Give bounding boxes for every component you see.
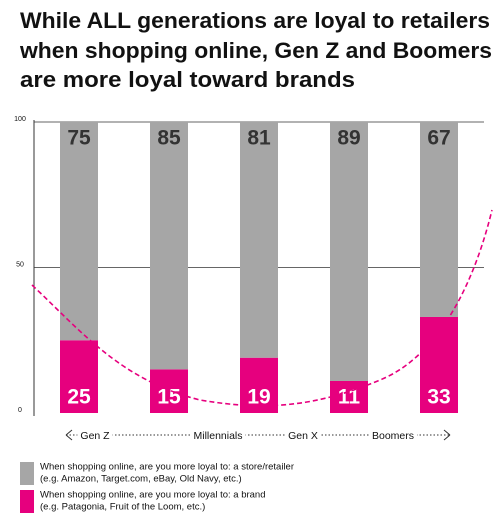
generation-label: Boomers bbox=[372, 430, 414, 442]
bar-segment bbox=[60, 340, 98, 413]
bar-segment bbox=[240, 357, 278, 413]
legend-example: (e.g. Patagonia, Fruit of the Loom, etc.… bbox=[40, 502, 205, 513]
chart-title: are more loyal toward brands bbox=[20, 67, 355, 92]
value-label: 85 bbox=[157, 127, 181, 150]
legend: When shopping online, are you more loyal… bbox=[20, 462, 294, 513]
bar-segment bbox=[330, 122, 368, 381]
label-background bbox=[285, 428, 321, 443]
value-label: 19 bbox=[247, 386, 270, 409]
label-background bbox=[368, 428, 418, 443]
value-label: 75 bbox=[67, 127, 91, 150]
chart-title: While ALL generations are loyal to retai… bbox=[20, 8, 490, 33]
label-background bbox=[190, 428, 246, 443]
generation-labels: Gen Z Millennials Gen X Boomers bbox=[77, 428, 418, 443]
label-background bbox=[77, 428, 113, 443]
value-label: 25 bbox=[67, 386, 91, 409]
legend-example: (e.g. Amazon, Target.com, eBay, Old Navy… bbox=[40, 474, 242, 485]
value-label: 33 bbox=[427, 386, 450, 409]
generation-label: Gen Z bbox=[80, 430, 110, 442]
trend-curve bbox=[31, 209, 493, 407]
bar-segment bbox=[150, 122, 188, 370]
value-label: 11 bbox=[338, 386, 361, 409]
value-label: 89 bbox=[337, 127, 360, 150]
bar-segment bbox=[420, 122, 458, 317]
bar-segment bbox=[240, 122, 278, 358]
arrow-heads bbox=[65, 429, 451, 441]
legend-label: When shopping online, are you more loyal… bbox=[40, 490, 266, 501]
bar-segment bbox=[60, 122, 98, 341]
bar-segment bbox=[150, 369, 188, 413]
y-tick-label: 50 bbox=[16, 261, 24, 268]
legend-swatch bbox=[20, 462, 34, 485]
y-tick-label: 100 bbox=[14, 116, 26, 123]
y-tick-label: 0 bbox=[18, 407, 22, 414]
legend-label: When shopping online, are you more loyal… bbox=[40, 462, 294, 473]
value-label: 67 bbox=[427, 127, 450, 150]
plot: 0 50 100 25 75 15 85 19 81 11 89 33 67 bbox=[14, 116, 484, 414]
value-label: 15 bbox=[157, 386, 181, 409]
value-label: 81 bbox=[247, 127, 271, 150]
generation-label: Gen X bbox=[288, 430, 318, 442]
chart-title: when shopping online, Gen Z and Boomers bbox=[19, 38, 492, 63]
generation-label: Millennials bbox=[193, 430, 242, 442]
legend-swatch bbox=[20, 490, 34, 513]
